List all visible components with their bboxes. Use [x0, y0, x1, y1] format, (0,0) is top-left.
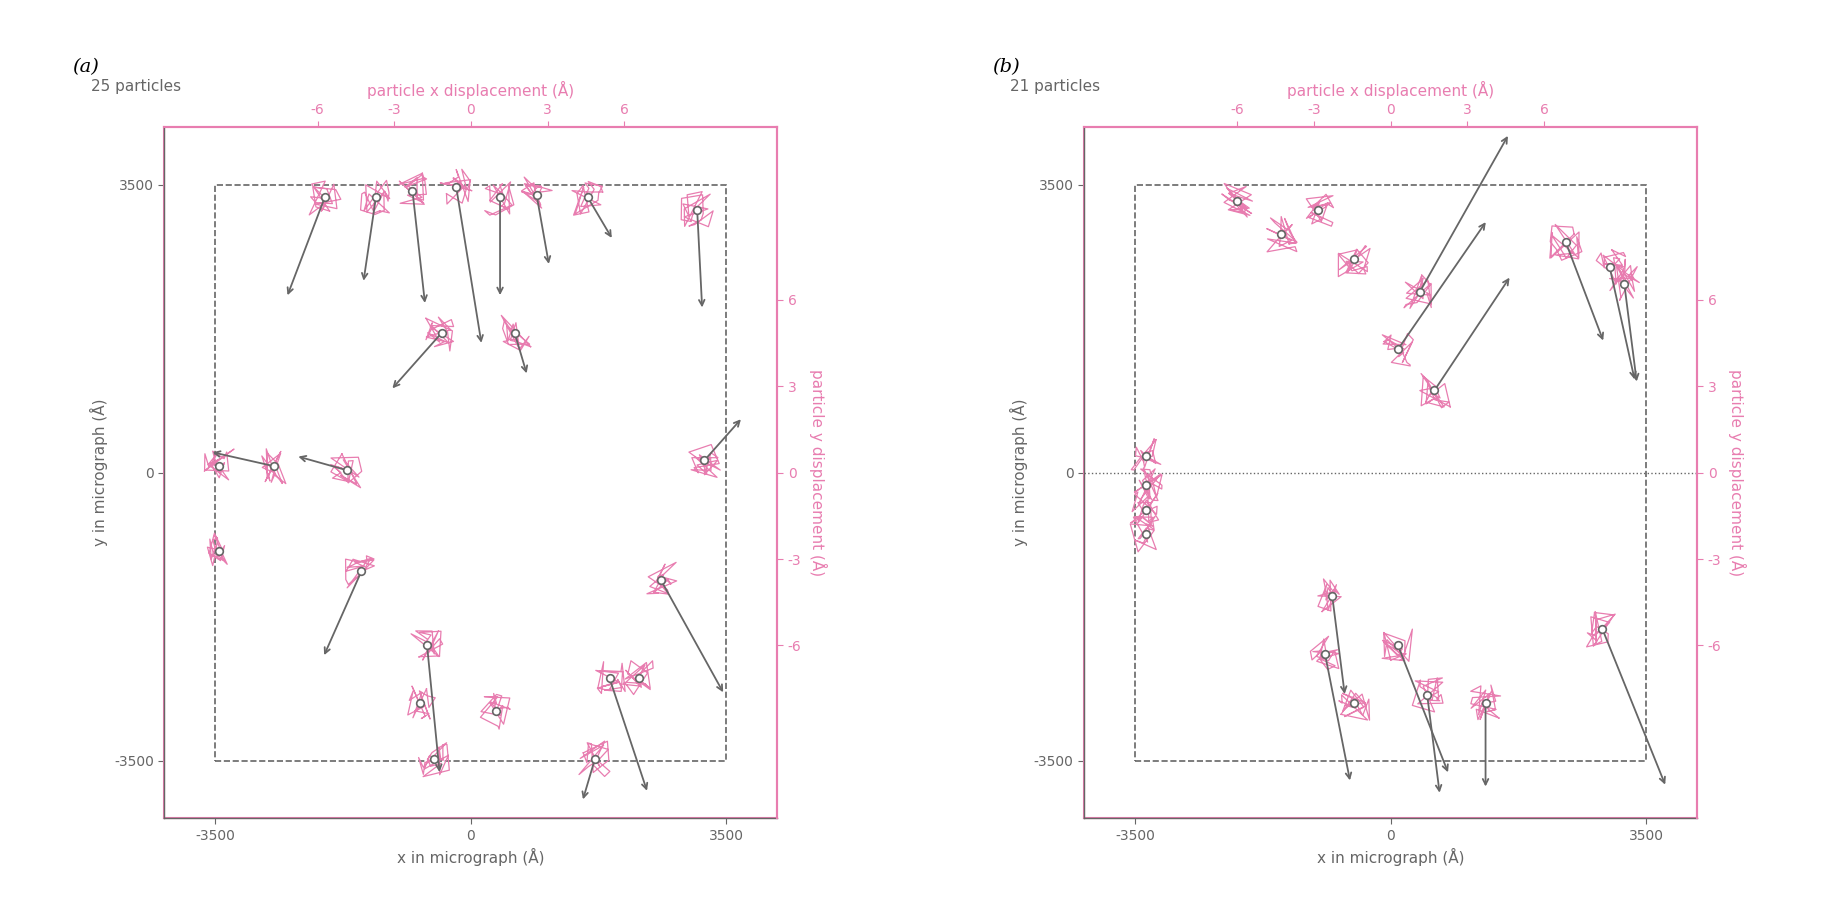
X-axis label: x in micrograph (Å): x in micrograph (Å) [398, 848, 544, 866]
Y-axis label: y in micrograph (Å): y in micrograph (Å) [1011, 399, 1027, 546]
X-axis label: particle x displacement (Å): particle x displacement (Å) [367, 81, 575, 99]
Text: 25 particles: 25 particles [91, 79, 181, 94]
Text: (a): (a) [73, 58, 99, 76]
X-axis label: x in micrograph (Å): x in micrograph (Å) [1318, 848, 1464, 866]
Bar [1135, 185, 1646, 761]
Y-axis label: particle y displacement (Å): particle y displacement (Å) [808, 369, 827, 576]
Text: (b): (b) [993, 58, 1020, 76]
Text: 21 particles: 21 particles [1011, 79, 1100, 94]
Y-axis label: y in micrograph (Å): y in micrograph (Å) [91, 399, 108, 546]
Y-axis label: particle y displacement (Å): particle y displacement (Å) [1728, 369, 1747, 576]
X-axis label: particle x displacement (Å): particle x displacement (Å) [1287, 81, 1495, 99]
Bar [215, 185, 726, 761]
